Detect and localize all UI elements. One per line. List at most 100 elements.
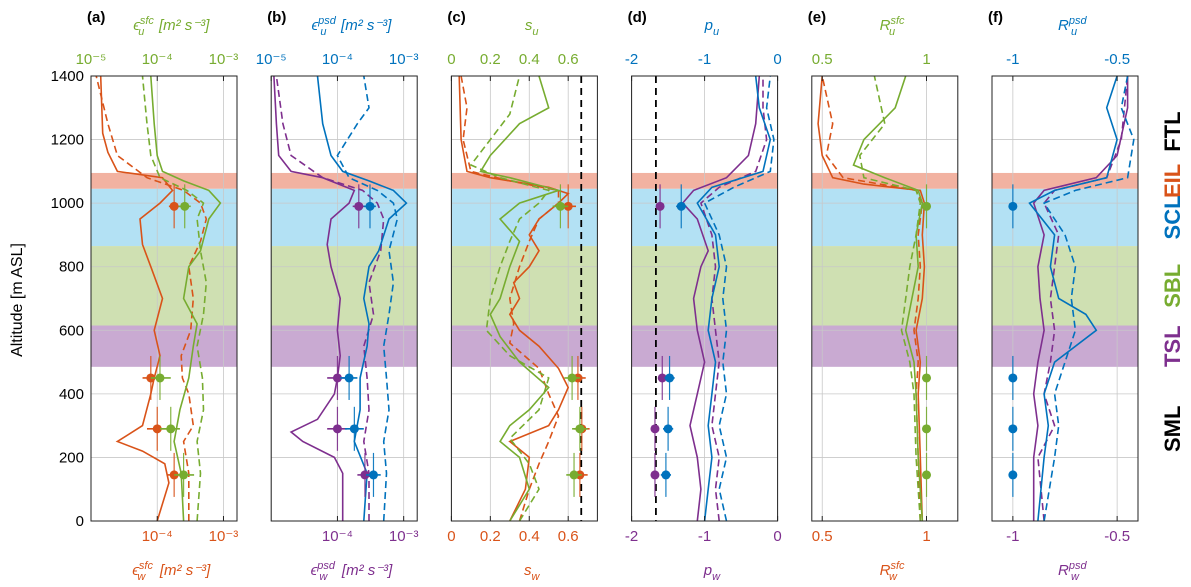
data-point	[368, 470, 378, 480]
data-point	[365, 201, 375, 211]
panel-a: 10⁻⁵ 10⁻⁴ 10⁻³ 10⁻⁴ 10⁻³ ϵsfc u [m² s⁻³] ϵsfc w …	[76, 9, 239, 583]
layer-label-tsl: TSL	[1160, 325, 1185, 367]
data-point	[354, 201, 364, 211]
bottom-tick-label: -1	[1006, 528, 1019, 545]
panel-axes: 10⁻⁵ 10⁻⁴ 10⁻³ 10⁻⁴ 10⁻³ ϵsfc u [m² s⁻³] ϵsfc w …	[51, 9, 1139, 583]
bottom-tick-label: -2	[625, 528, 638, 545]
panel-f: -1 -0.5 -1 -0.5 Rpsd u Rpsd w (f)	[988, 9, 1139, 583]
bottom-tick-label: 1	[922, 528, 930, 545]
bottom-axis-label: ϵpsd w [m² s⁻³]	[311, 560, 394, 583]
layer-band-sbl	[811, 246, 958, 326]
bottom-axis-label: sw	[524, 562, 541, 583]
layer-band-sbl	[271, 246, 418, 326]
data-point	[663, 424, 673, 434]
y-tick-label: 400	[59, 386, 84, 403]
layer-band-tsl	[451, 325, 598, 367]
data-point	[650, 470, 660, 480]
top-tick-label: 0.2	[480, 51, 501, 68]
data-point	[166, 424, 176, 434]
series-line-1	[95, 75, 208, 521]
top-tick-label: 0	[773, 51, 781, 68]
data-point	[332, 424, 342, 434]
data-point	[569, 470, 579, 480]
series-line-0	[817, 75, 926, 522]
layer-band-scl	[271, 188, 418, 247]
data-point	[1008, 373, 1018, 383]
top-axis-label: pu	[704, 17, 719, 38]
top-tick-label: 10⁻⁵	[256, 51, 287, 68]
top-tick-label: -1	[698, 51, 711, 68]
series-line-0	[681, 75, 761, 522]
bottom-tick-label: 10⁻⁴	[142, 528, 173, 545]
top-tick-label: 10⁻³	[389, 51, 419, 68]
y-tick-label: 1000	[51, 195, 84, 212]
bottom-axis-label: Rpsd w	[1058, 560, 1087, 583]
panel-c: 0 0.2 0.4 0.6 0 0.2 0.4 0.6 su sw (c)	[447, 9, 598, 583]
data-point	[180, 201, 190, 211]
bottom-tick-label: 10⁻³	[389, 528, 419, 545]
layer-band-scl	[811, 188, 958, 247]
y-tick-label: 1400	[51, 68, 84, 85]
data-point	[657, 373, 667, 383]
data-point	[179, 470, 189, 480]
top-axis-label: su	[525, 17, 539, 38]
bottom-tick-label: -0.5	[1104, 528, 1130, 545]
series-line-1	[275, 75, 385, 521]
layer-label-sml: SML	[1160, 406, 1185, 452]
top-tick-label: -1	[1006, 51, 1019, 68]
series-line-2	[150, 75, 222, 522]
top-tick-label: 0.5	[812, 51, 833, 68]
panel-e: 0.5 1 0.5 1 Rsfc u Rsfc w (e)	[808, 9, 959, 583]
data-point	[922, 201, 932, 211]
panel-label: (e)	[808, 9, 826, 26]
layer-label-scl: SCL	[1160, 195, 1185, 239]
data-point	[1008, 201, 1018, 211]
data-point	[650, 424, 660, 434]
panel-label: (a)	[87, 9, 105, 26]
series-line-2	[479, 75, 562, 522]
layer-band-sbl	[91, 246, 237, 326]
top-tick-label: -0.5	[1104, 51, 1130, 68]
layer-band-tsl	[992, 325, 1138, 367]
top-tick-label: 10⁻³	[209, 51, 239, 68]
bottom-tick-label: 10⁻³	[209, 528, 239, 545]
series-line-3	[703, 75, 775, 522]
y-tick-label: 200	[59, 449, 84, 466]
series-line-1	[699, 76, 768, 522]
bottom-tick-label: 0.5	[812, 528, 833, 545]
series-line-0	[99, 75, 174, 522]
panel-frame	[811, 75, 959, 522]
bottom-tick-label: -1	[698, 528, 711, 545]
panel-label: (d)	[628, 9, 647, 26]
bottom-tick-label: 0.4	[519, 528, 540, 545]
data-point	[360, 470, 370, 480]
data-point	[661, 470, 671, 480]
data-point	[922, 373, 932, 383]
data-point	[332, 373, 342, 383]
top-tick-label: 0	[447, 51, 455, 68]
series-line-2	[1028, 75, 1118, 522]
bottom-axis-label: pw	[703, 562, 721, 583]
layer-band-sbl	[992, 246, 1138, 326]
panel-b: 10⁻⁵ 10⁻⁴ 10⁻³ 10⁻⁴ 10⁻³ ϵpsd u [m² s⁻³] ϵpsd w …	[256, 9, 419, 583]
series-line-3	[1042, 75, 1135, 522]
data-point	[152, 424, 162, 434]
bottom-tick-label: 10⁻⁴	[322, 528, 353, 545]
data-point	[575, 424, 585, 434]
series-line-3	[469, 75, 551, 522]
panel-label: (b)	[267, 9, 286, 26]
panel-frame	[270, 75, 418, 522]
data-point	[155, 373, 165, 383]
panel-frame	[991, 75, 1139, 522]
series-line-0	[273, 75, 356, 521]
data-point	[169, 201, 179, 211]
layer-label-sbl: SBL	[1160, 264, 1185, 308]
layer-bands	[91, 172, 1138, 367]
data-point	[1008, 424, 1018, 434]
layer-band-sbl	[451, 246, 598, 326]
data-point	[349, 424, 359, 434]
layer-label-ftl: FTL	[1160, 111, 1185, 151]
series-line-3	[858, 75, 922, 522]
